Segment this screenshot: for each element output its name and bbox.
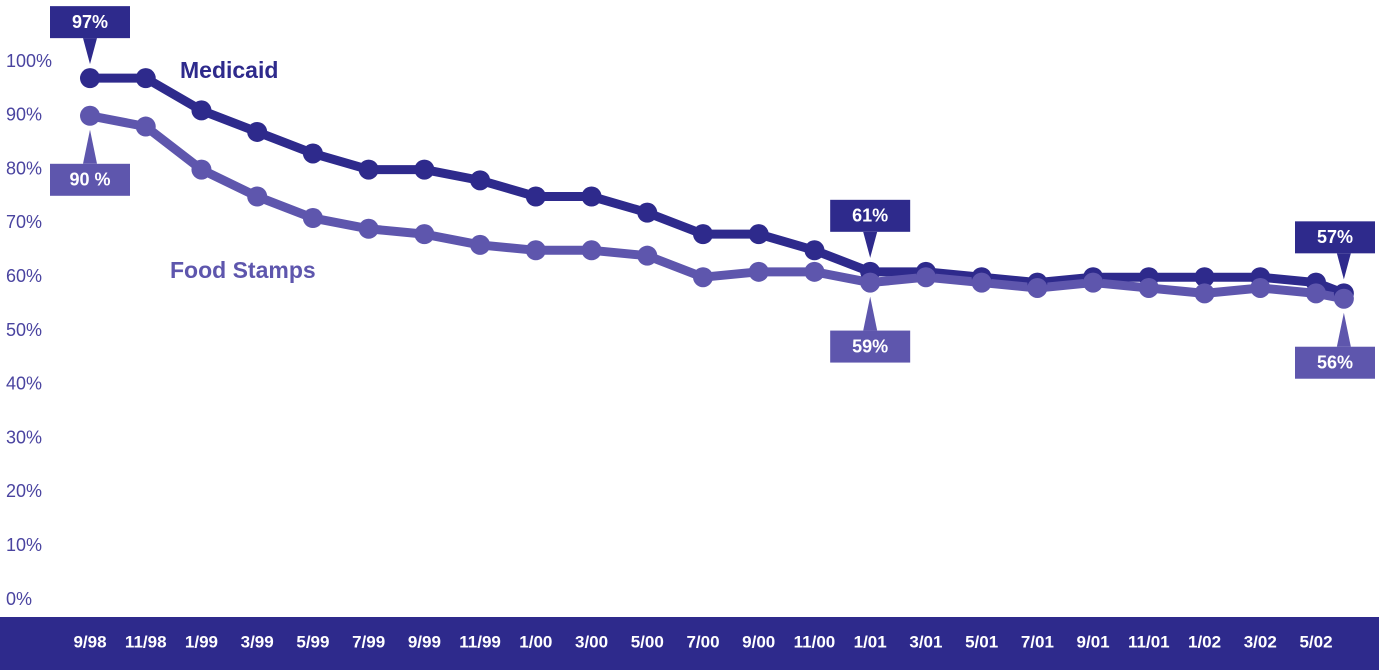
point	[693, 267, 713, 288]
point	[302, 143, 323, 164]
point	[247, 186, 268, 207]
point	[470, 234, 491, 255]
point	[135, 68, 156, 89]
point	[247, 121, 268, 142]
callout-pointer	[863, 231, 878, 258]
point	[693, 224, 713, 245]
point	[804, 261, 825, 282]
y-tick-label: 80%	[6, 158, 42, 178]
callout-box	[830, 199, 911, 232]
x-axis-band	[0, 617, 1379, 670]
x-tick-label: 9/00	[742, 632, 775, 651]
point	[1194, 283, 1215, 304]
callout-pointer	[863, 296, 878, 331]
x-tick-label: 3/02	[1244, 632, 1277, 651]
point	[358, 159, 379, 180]
callout-box	[1295, 221, 1375, 254]
x-tick-label: 3/99	[241, 632, 274, 651]
x-tick-label: 3/01	[909, 632, 942, 651]
point	[414, 159, 435, 180]
callout-box	[50, 163, 130, 196]
point	[358, 218, 379, 239]
point	[525, 186, 546, 207]
series-name: Medicaid	[180, 57, 278, 83]
x-tick-label: 11/00	[794, 632, 836, 651]
y-tick-label: 0%	[6, 589, 32, 609]
point	[581, 240, 602, 261]
point	[302, 208, 323, 229]
point	[191, 159, 212, 180]
data-label: 97%	[72, 12, 108, 32]
x-tick-label: 5/99	[296, 632, 329, 651]
data-label: 90 %	[69, 170, 110, 190]
y-tick-label: 30%	[6, 427, 42, 447]
x-tick-label: 1/02	[1188, 632, 1221, 651]
point	[1250, 277, 1271, 298]
x-tick-label: 3/00	[575, 632, 608, 651]
x-tick-label: 5/01	[965, 632, 998, 651]
x-tick-label: 11/98	[125, 632, 167, 651]
x-tick-label: 7/00	[686, 632, 719, 651]
point	[135, 116, 156, 137]
point	[748, 261, 769, 282]
data-label: 61%	[852, 206, 888, 226]
point	[1138, 277, 1159, 298]
y-tick-label: 100%	[6, 51, 52, 71]
callout-box	[50, 6, 130, 39]
x-tick-label: 5/00	[631, 632, 664, 651]
point	[804, 240, 825, 261]
x-tick-label: 1/99	[185, 632, 218, 651]
point	[860, 272, 881, 293]
callout-pointer	[1336, 312, 1351, 347]
point	[1083, 272, 1104, 293]
callout-pointer	[83, 38, 97, 65]
point	[915, 267, 936, 288]
y-tick-label: 10%	[6, 535, 42, 555]
y-tick-label: 60%	[6, 266, 42, 286]
point	[1027, 277, 1048, 298]
x-tick-label: 9/01	[1077, 632, 1110, 651]
x-tick-label: 5/02	[1299, 632, 1332, 651]
point	[525, 240, 546, 261]
x-tick-label: 1/01	[854, 632, 887, 651]
x-tick-label: 7/99	[352, 632, 385, 651]
point	[80, 68, 100, 89]
series-name: Food Stamps	[170, 257, 316, 283]
data-label: 57%	[1317, 227, 1353, 247]
x-tick-label: 9/98	[73, 632, 106, 651]
x-tick-label: 7/01	[1021, 632, 1054, 651]
callout-box	[830, 330, 911, 363]
point	[637, 245, 658, 266]
point	[1194, 267, 1215, 288]
point	[470, 170, 491, 191]
point	[748, 224, 769, 245]
x-tick-label: 9/99	[408, 632, 441, 651]
callout-pointer	[83, 129, 97, 164]
point	[414, 224, 435, 245]
point	[80, 105, 100, 126]
point	[637, 202, 658, 223]
point	[1306, 283, 1326, 304]
point	[971, 272, 992, 293]
data-label: 56%	[1317, 352, 1353, 372]
y-tick-label: 20%	[6, 481, 42, 501]
y-tick-label: 90%	[6, 105, 42, 125]
point	[581, 186, 602, 207]
y-tick-label: 70%	[6, 212, 42, 232]
x-tick-label: 11/99	[459, 632, 501, 651]
point	[191, 100, 212, 121]
callout-pointer	[1336, 253, 1351, 280]
point	[1333, 288, 1354, 309]
data-label: 59%	[852, 336, 888, 356]
x-tick-label: 1/00	[519, 632, 552, 651]
x-tick-label: 11/01	[1128, 632, 1170, 651]
y-tick-label: 50%	[6, 320, 42, 340]
callout-box	[1295, 346, 1375, 379]
y-tick-label: 40%	[6, 374, 42, 394]
